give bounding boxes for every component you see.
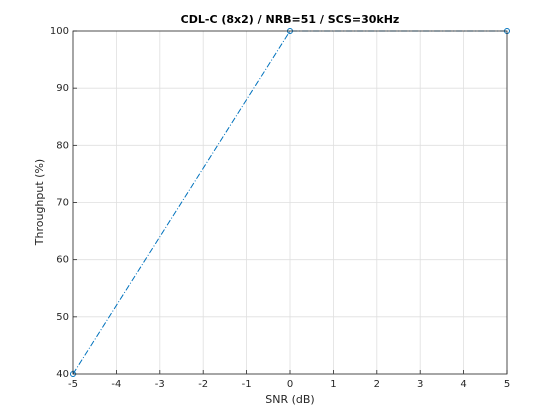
y-tick-label: 80: [56, 140, 69, 151]
x-tick-label: -1: [242, 379, 252, 390]
y-tick-label: 50: [56, 312, 69, 323]
y-tick-label: 60: [56, 255, 69, 266]
x-tick-label: -4: [111, 379, 121, 390]
chart-title: CDL-C (8x2) / NRB=51 / SCS=30kHz: [181, 13, 400, 26]
y-tick-label: 90: [56, 83, 69, 94]
y-tick-label: 70: [56, 198, 69, 209]
x-tick-label: 2: [374, 379, 380, 390]
x-tick-label: 1: [330, 379, 336, 390]
axes-box: [72, 30, 508, 375]
y-tick-label: 40: [56, 369, 69, 380]
x-tick-label: 4: [460, 379, 466, 390]
y-axis-label: Throughput (%): [33, 159, 46, 246]
x-axis-label: SNR (dB): [265, 393, 314, 406]
y-tick-label: 100: [50, 26, 69, 37]
x-tick-label: 5: [504, 379, 510, 390]
x-tick-label: -5: [68, 379, 78, 390]
x-tick-label: 3: [417, 379, 423, 390]
x-tick-label: -2: [198, 379, 208, 390]
x-tick-label: 0: [287, 379, 293, 390]
x-tick-label: -3: [155, 379, 165, 390]
